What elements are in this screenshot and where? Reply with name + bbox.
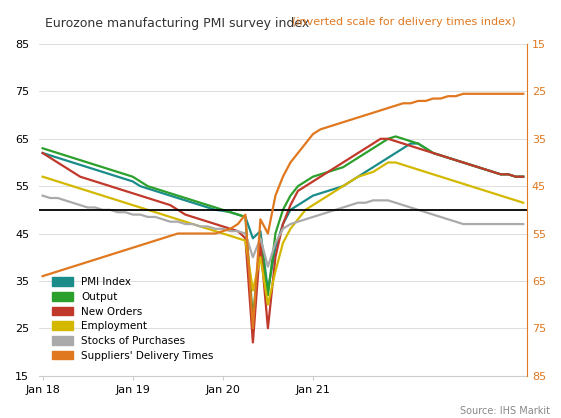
Legend: PMI Index, Output, New Orders, Employment, Stocks of Purchases, Suppliers' Deliv: PMI Index, Output, New Orders, Employmen… (49, 274, 217, 364)
Text: Eurozone manufacturing PMI survey index: Eurozone manufacturing PMI survey index (45, 17, 309, 30)
Text: Source: IHS Markit: Source: IHS Markit (460, 406, 550, 416)
Text: (inverted scale for delivery times index): (inverted scale for delivery times index… (292, 17, 516, 27)
